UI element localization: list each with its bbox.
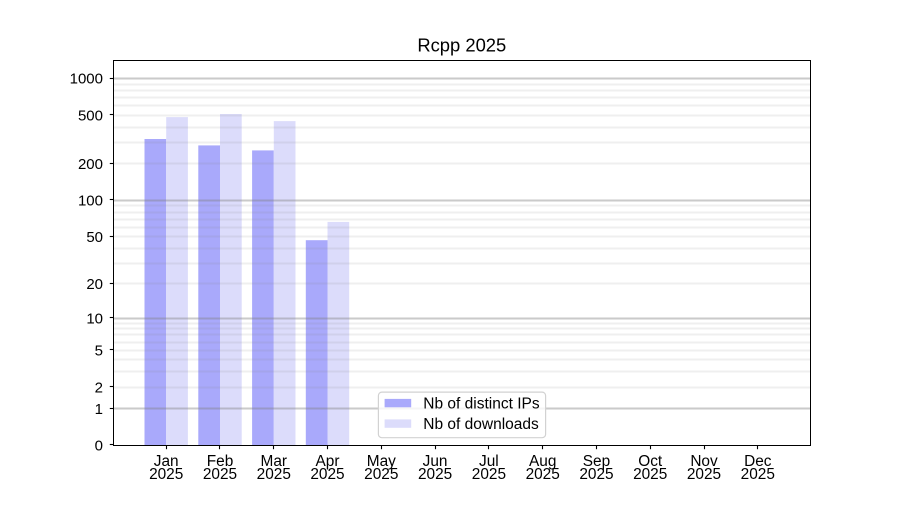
svg-text:Apr: Apr: [316, 453, 340, 470]
svg-text:Sep: Sep: [583, 453, 610, 470]
svg-text:0: 0: [95, 438, 103, 455]
svg-text:Jun: Jun: [423, 453, 448, 470]
svg-text:Nov: Nov: [690, 453, 718, 470]
svg-text:2025: 2025: [579, 466, 613, 483]
svg-text:2025: 2025: [310, 466, 344, 483]
svg-text:2025: 2025: [149, 466, 183, 483]
svg-text:Nb of downloads: Nb of downloads: [423, 416, 539, 433]
svg-text:2025: 2025: [526, 466, 560, 483]
svg-text:2025: 2025: [203, 466, 237, 483]
svg-text:10: 10: [86, 310, 103, 327]
svg-text:Nb of distinct IPs: Nb of distinct IPs: [423, 395, 540, 412]
svg-text:Oct: Oct: [638, 453, 663, 470]
svg-text:1: 1: [95, 401, 103, 418]
svg-text:50: 50: [86, 229, 103, 246]
svg-text:Feb: Feb: [207, 453, 234, 470]
svg-text:200: 200: [78, 156, 103, 173]
svg-text:Dec: Dec: [744, 453, 772, 470]
svg-text:Jan: Jan: [154, 453, 179, 470]
svg-text:100: 100: [78, 193, 103, 210]
svg-text:May: May: [367, 453, 396, 470]
svg-text:5: 5: [95, 342, 103, 359]
svg-text:2025: 2025: [633, 466, 667, 483]
svg-text:Rcpp 2025: Rcpp 2025: [417, 35, 506, 56]
svg-text:Jul: Jul: [479, 453, 499, 470]
svg-text:2025: 2025: [741, 466, 775, 483]
svg-text:2025: 2025: [257, 466, 291, 483]
svg-text:2025: 2025: [364, 466, 398, 483]
svg-text:2: 2: [95, 379, 103, 396]
svg-text:2025: 2025: [472, 466, 506, 483]
svg-text:Mar: Mar: [261, 453, 288, 470]
svg-text:1000: 1000: [70, 71, 103, 88]
svg-text:Aug: Aug: [529, 453, 556, 470]
svg-text:500: 500: [78, 108, 103, 125]
svg-text:20: 20: [86, 276, 103, 293]
svg-text:2025: 2025: [687, 466, 721, 483]
svg-text:2025: 2025: [418, 466, 452, 483]
